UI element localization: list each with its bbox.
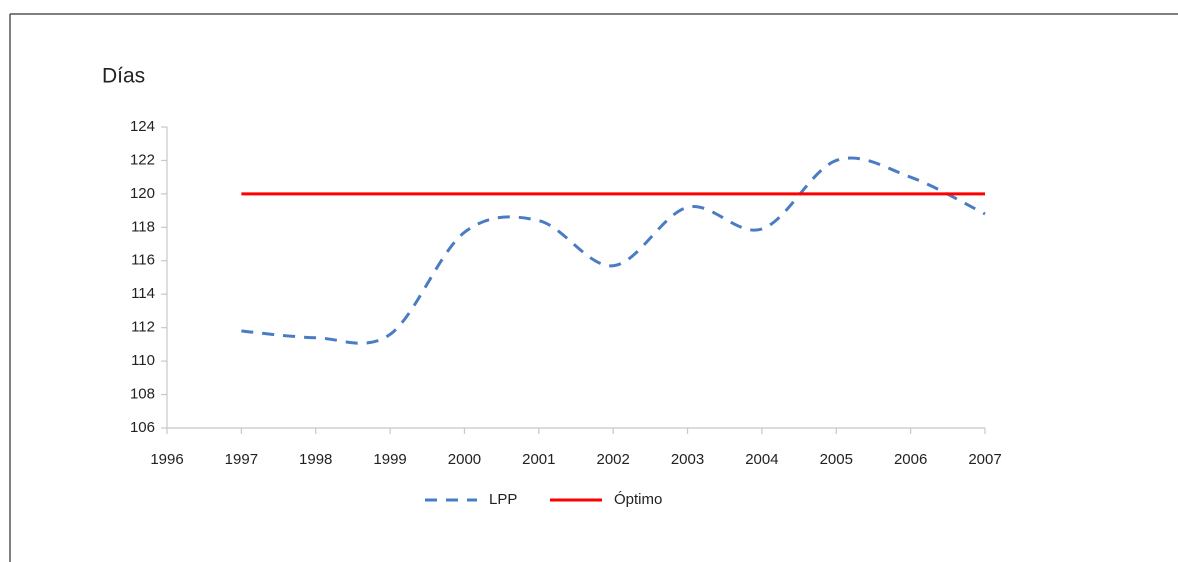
legend-label: Óptimo xyxy=(614,491,662,508)
line-series xyxy=(241,156,986,345)
x-tick-label: 2007 xyxy=(968,451,1001,468)
x-tick-label: 2002 xyxy=(596,451,629,468)
x-tick-label: 2006 xyxy=(894,451,927,468)
y-tick-label: 106 xyxy=(130,419,155,436)
x-tick-label: 2004 xyxy=(745,451,778,468)
y-axis-label: Días xyxy=(102,65,145,88)
x-tick-label: 1996 xyxy=(150,451,183,468)
x-tick-label: 1998 xyxy=(299,451,332,468)
x-tick-label: 2001 xyxy=(522,451,555,468)
x-tick-label: 1997 xyxy=(225,451,258,468)
x-tick-label: 2003 xyxy=(671,451,704,468)
y-tick-label: 118 xyxy=(131,218,155,235)
y-tick-label: 122 xyxy=(130,151,155,168)
y-tick-label: 112 xyxy=(131,319,155,336)
x-tick-label: 1999 xyxy=(373,451,406,468)
x-tick-label: 2005 xyxy=(820,451,853,468)
y-tick-label: 108 xyxy=(130,386,155,403)
y-tick-label: 124 xyxy=(130,118,155,135)
y-tick-label: 116 xyxy=(131,252,155,269)
y-tick-label: 114 xyxy=(131,285,155,302)
y-tick-label: 110 xyxy=(131,352,155,369)
y-tick-label: 120 xyxy=(130,185,155,202)
legend-label: LPP xyxy=(489,491,517,508)
x-tick-label: 2000 xyxy=(448,451,481,468)
